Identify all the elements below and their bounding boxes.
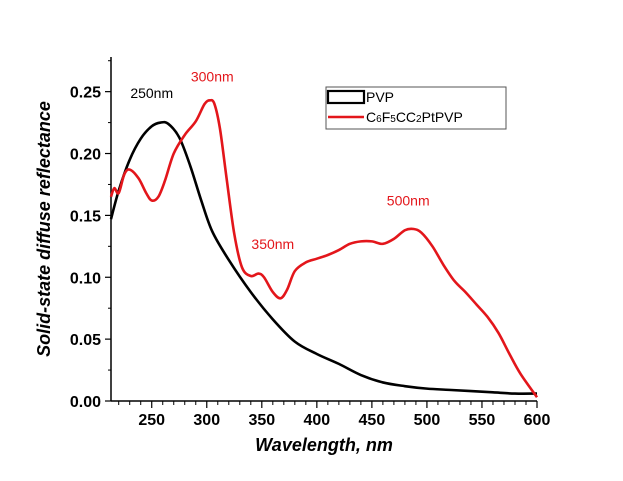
y-tick-label: 0.10 [70,270,101,287]
series-line-c6f5cc2ptpvp [109,98,539,399]
x-tick-label: 350 [248,412,275,429]
x-tick-label: 400 [303,412,330,429]
annotations: 250nm 300nm 350nm 500nm [130,69,429,252]
y-tick-label: 0.00 [70,394,101,411]
peak-annotation: 300nm [191,69,234,85]
x-tick-label: 500 [414,412,441,429]
y-tick-label: 0.05 [70,332,101,349]
legend: PVP C6F5CC2PtPVP [325,86,507,130]
y-axis-title: Solid-state diffuse reflectance [34,101,54,357]
x-tick-label: 300 [193,412,220,429]
series-line-pvp [109,120,538,395]
x-tick-label: 450 [359,412,386,429]
legend-label: PVP [366,89,394,105]
series-layer [109,98,539,399]
y-tick-label: 0.20 [70,147,101,164]
peak-annotation: 350nm [251,236,294,252]
axes: 0.00 0.05 0.10 0.15 0.20 0.25 250 300 350 400 450 5… [70,57,551,429]
y-tick-label: 0.15 [70,208,101,225]
y-tick-label: 0.25 [70,85,101,102]
x-tick-label: 550 [469,412,496,429]
x-tick-label: 600 [524,412,551,429]
legend-swatch-pvp [326,89,366,105]
legend-label: C6F5CC2PtPVP [366,109,463,125]
peak-annotation: 500nm [387,192,430,208]
x-axis-title: Wavelength, nm [255,435,393,455]
x-tick-label: 250 [138,412,165,429]
peak-annotation: 250nm [130,85,173,101]
legend-box [325,86,507,130]
